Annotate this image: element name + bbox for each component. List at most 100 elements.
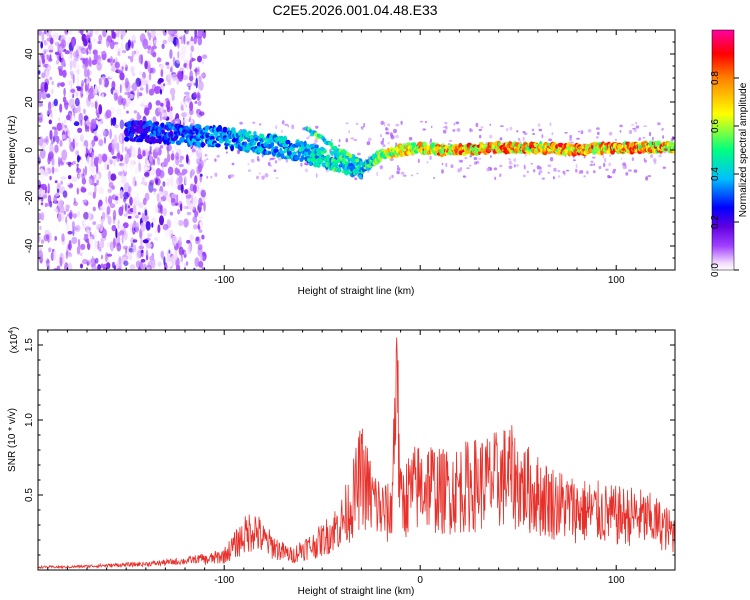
spectrogram-cell (72, 227, 79, 231)
spectrogram-cell (91, 59, 98, 65)
spectrogram-cell (447, 143, 451, 146)
spectrogram-cell (122, 228, 126, 237)
spectrogram-cell (179, 172, 186, 176)
spectrogram-cell (38, 179, 41, 190)
spectrogram-cell (537, 123, 541, 127)
spectrogram-cell (58, 117, 61, 122)
spectrogram-cell (206, 175, 209, 179)
spectrogram-cell (239, 135, 244, 142)
spectrogram-cell (86, 77, 91, 87)
spectrogram-cell (408, 136, 413, 141)
spectrogram-cell (59, 30, 63, 35)
spectrogram-cell (133, 110, 138, 114)
spectrogram-cell (387, 123, 391, 127)
spectrogram-cell (226, 140, 232, 144)
spectrogram-cell (553, 167, 557, 172)
spectrogram-cell (103, 77, 109, 88)
spectrogram-cell (96, 112, 100, 119)
spectrogram-cell (95, 221, 100, 232)
spectrogram-cell (159, 111, 162, 122)
spectrogram-cell (329, 155, 334, 158)
spectrogram-cell (124, 202, 127, 212)
spectrogram-cell (197, 30, 204, 39)
spectrogram-cell (89, 246, 95, 257)
spectrogram-cell (325, 169, 330, 173)
spectrogram-cell (99, 220, 104, 232)
spectrogram-cell (73, 197, 76, 204)
spectrogram-cell (530, 162, 533, 165)
spectrogram-cell (424, 121, 428, 123)
spectrogram-cell (124, 132, 130, 137)
spectrogram-cell (486, 167, 490, 172)
spectrogram-cell (382, 144, 386, 148)
spectrogram-cell (348, 154, 353, 158)
spectrogram-cell (479, 134, 482, 139)
spectrogram-cell (186, 211, 192, 216)
spectrogram-cell (360, 126, 364, 129)
spectrogram-cell (184, 189, 189, 195)
spectrogram-cell (142, 38, 149, 50)
spectrogram-cell (460, 167, 463, 170)
spectrogram-cell (176, 70, 183, 80)
spectrogram-cell (631, 157, 635, 162)
spectrogram-cell (94, 184, 97, 195)
snr-xtick-label: 100 (608, 575, 625, 586)
spectrogram-cell (549, 157, 554, 162)
colorbar-tick-label: 0.2 (710, 215, 721, 229)
spectrogram-cell (354, 177, 358, 181)
spectrogram-cell (513, 164, 516, 168)
spectrogram-cell (102, 30, 107, 38)
spectrogram-cell (51, 80, 54, 86)
spectrogram-cell (137, 147, 141, 159)
spectrogram-cell (541, 177, 545, 180)
spectrogram-cell (54, 236, 57, 241)
spectrogram-cell (65, 250, 69, 260)
spectrogram-cell (124, 153, 130, 163)
spectrogram-cell (499, 137, 503, 141)
spectrogram-cell (60, 82, 65, 87)
spectrogram-cell (106, 40, 109, 48)
spectrogram-cell (109, 39, 115, 50)
snr-line (38, 337, 675, 570)
spectrogram-cell (40, 202, 44, 206)
spectrogram-cell (125, 247, 128, 255)
spectrogram-cell (194, 257, 200, 268)
spectrogram-cell (170, 175, 174, 187)
spectrogram-cell (97, 265, 101, 270)
spectrogram-cell (633, 169, 638, 173)
spectrogram-cell (87, 155, 90, 165)
spectrogram-cell (76, 76, 80, 87)
spectrogram-cell (279, 135, 284, 141)
spectrogram-cell (239, 121, 243, 125)
spectrogram-cell (46, 110, 50, 115)
colorbar-tick-label: 0.6 (710, 119, 721, 133)
spectrogram-cell (70, 88, 76, 94)
spectrogram-cell (416, 172, 419, 175)
spectrogram-cell (144, 60, 148, 70)
spectrogram-cell (44, 41, 48, 46)
spectrogram-cell (172, 183, 178, 191)
spectrogram-cell (117, 232, 122, 237)
spectrogram-cell (380, 120, 385, 125)
spectrogram-cell (159, 145, 164, 149)
spectrogram-cell (602, 154, 605, 159)
spectrogram-cell (46, 64, 52, 72)
spectrogram-cell (97, 40, 102, 45)
spectrogram-cell (146, 254, 149, 261)
spectrogram-cell (176, 194, 179, 205)
spectrogram-cell (633, 128, 637, 133)
spectrogram-cell (38, 70, 41, 75)
spectrogram-cell (51, 157, 55, 166)
spectrogram-cell (300, 162, 303, 167)
spectrogram-cell (538, 128, 543, 132)
spectrogram-cell (90, 118, 97, 130)
spectrogram-cell (575, 168, 578, 173)
spectrogram-cell (329, 142, 334, 147)
spectrogram-cell (70, 79, 73, 90)
spectrogram-cell (169, 49, 173, 59)
spectrogram-cell (52, 135, 56, 143)
spectrogram-cell (455, 121, 460, 125)
spectrogram-cell (62, 190, 68, 198)
spectrogram-cell (47, 183, 50, 194)
